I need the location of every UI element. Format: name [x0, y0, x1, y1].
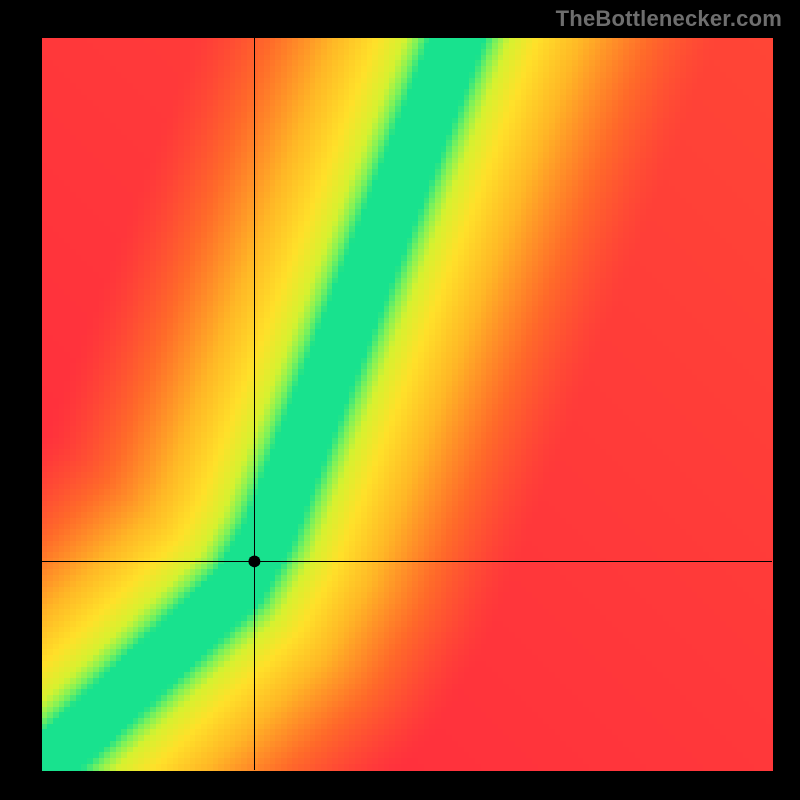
chart-container: TheBottlenecker.com — [0, 0, 800, 800]
overlay-canvas — [0, 0, 800, 800]
watermark-text: TheBottlenecker.com — [556, 6, 782, 32]
